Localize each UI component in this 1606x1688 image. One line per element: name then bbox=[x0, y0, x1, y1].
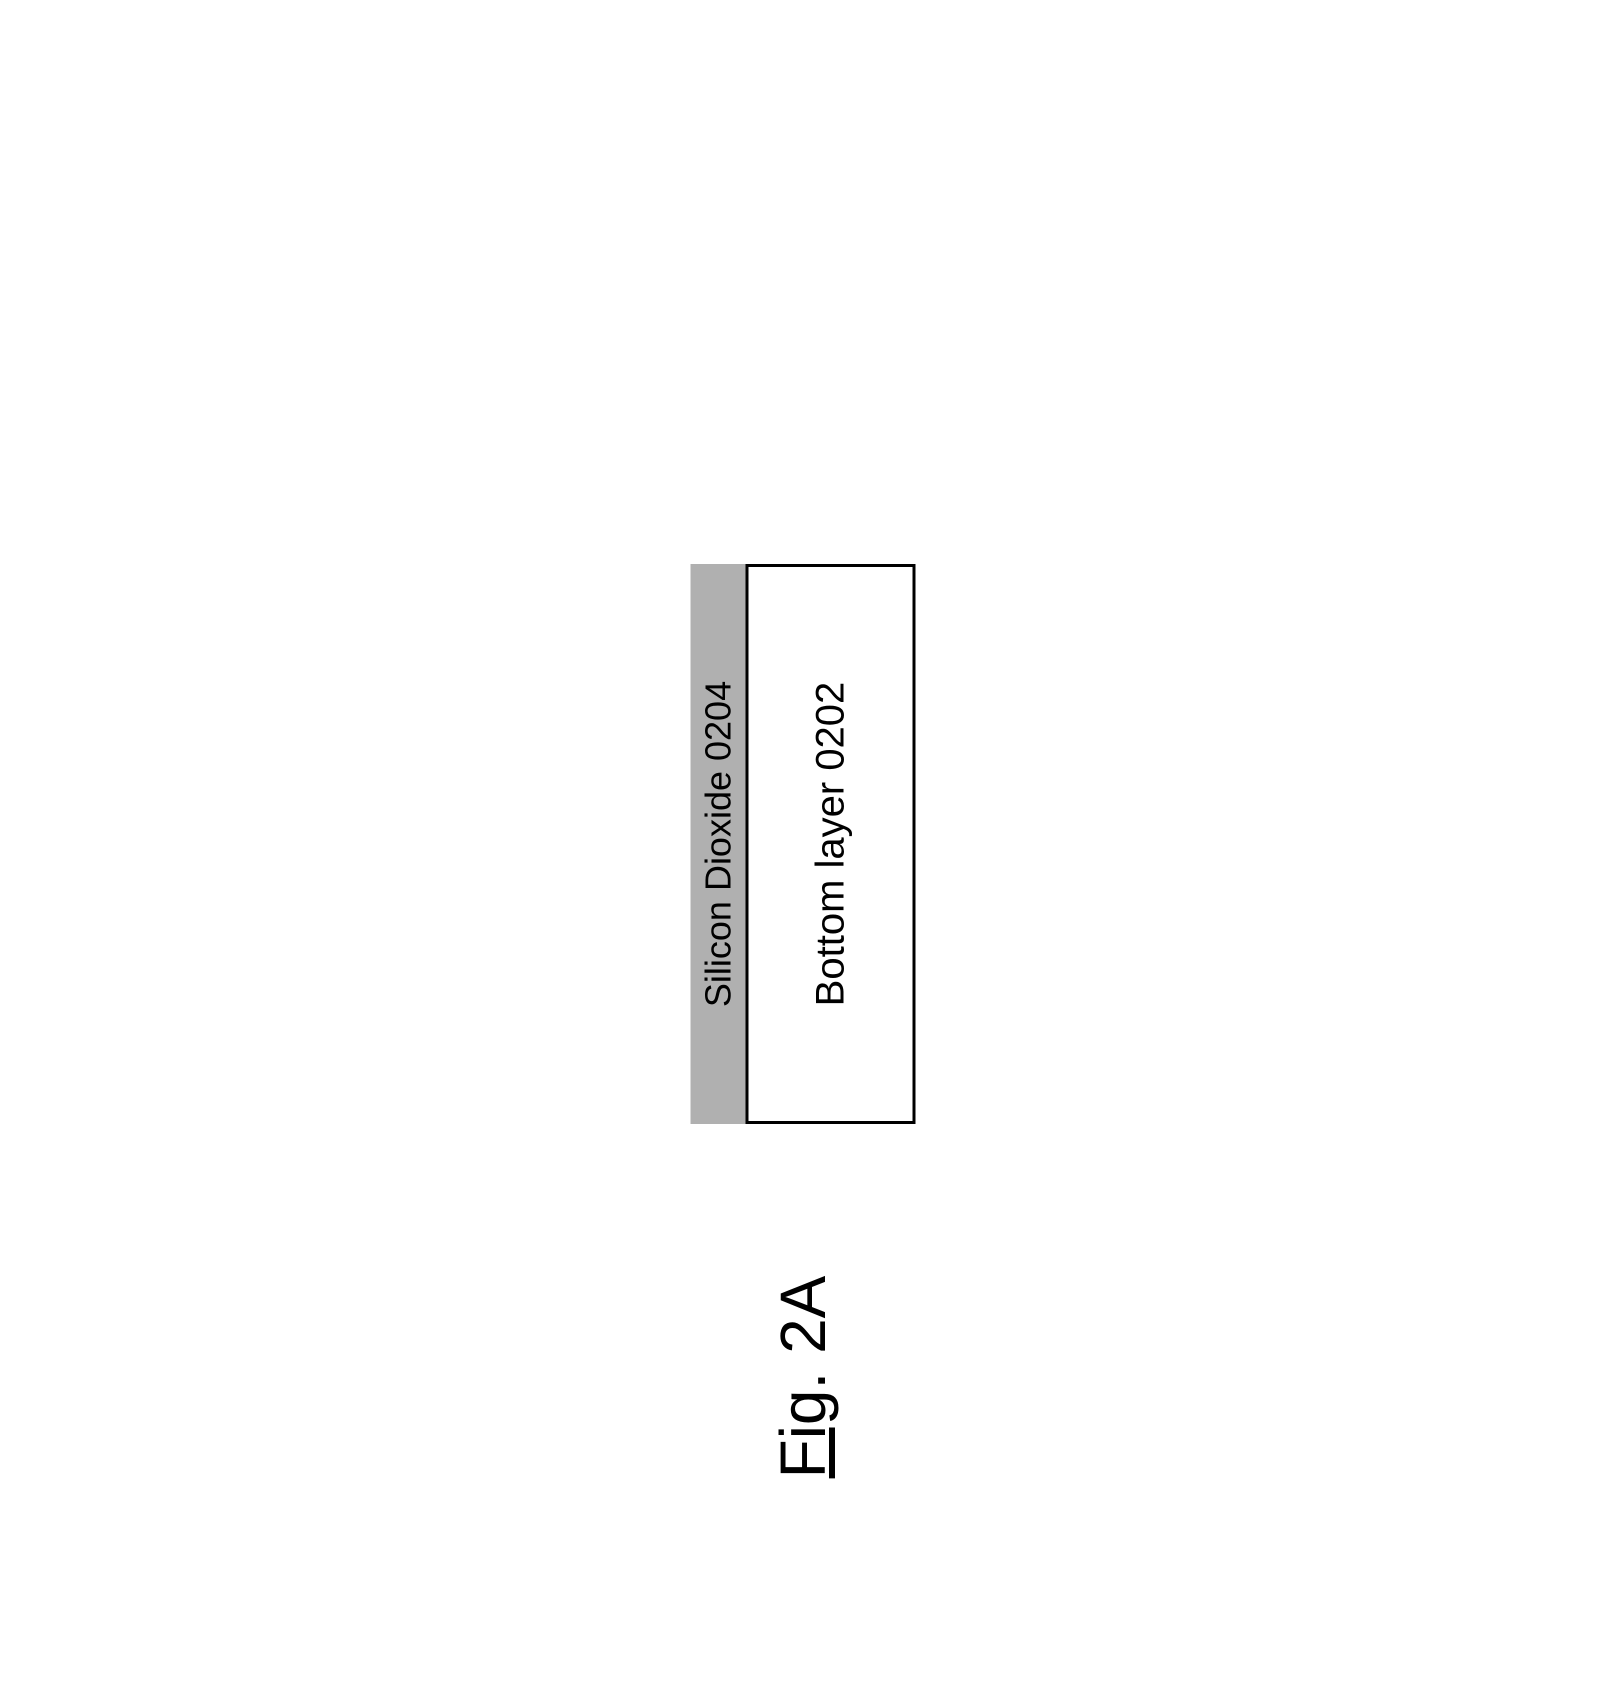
layer-diagram: Silicon Dioxide 0204 Bottom layer 0202 bbox=[691, 564, 916, 1124]
layer-stack: Silicon Dioxide 0204 Bottom layer 0202 bbox=[691, 564, 916, 1124]
figure-label: Fig. 2A bbox=[766, 1276, 840, 1479]
silicon-dioxide-layer: Silicon Dioxide 0204 bbox=[691, 564, 746, 1124]
figure-label-prefix: Fig bbox=[767, 1389, 839, 1478]
bottom-layer: Bottom layer 0202 bbox=[746, 564, 916, 1124]
figure-label-suffix: . 2A bbox=[767, 1276, 839, 1390]
